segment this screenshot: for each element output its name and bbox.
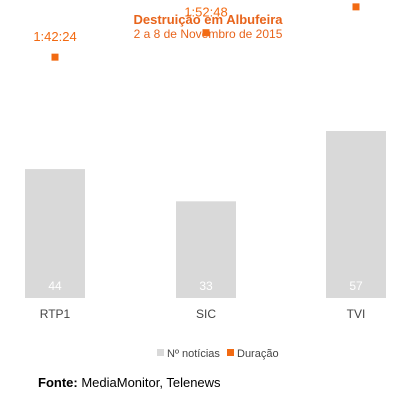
legend-swatch-duracao xyxy=(227,349,234,356)
bar-tvi xyxy=(326,130,386,298)
duration-label-sic: 1:52:48 xyxy=(184,5,227,20)
x-tick-label-rtp1: RTP1 xyxy=(40,307,71,321)
bar-value-label-tvi: 57 xyxy=(349,279,363,293)
source-note: Fonte: MediaMonitor, Telenews xyxy=(38,375,221,390)
chart-title: Destruição em Albufeira xyxy=(133,12,283,27)
legend-swatch-noticias xyxy=(157,349,164,356)
bar-value-label-rtp1: 44 xyxy=(48,279,62,293)
bar-sic xyxy=(176,201,236,298)
legend-label-duracao: Duração xyxy=(237,348,279,360)
duration-marker-rtp1 xyxy=(51,53,59,61)
duration-marker-sic xyxy=(202,29,210,37)
duration-marker-tvi xyxy=(352,3,360,11)
bar-value-label-sic: 33 xyxy=(199,279,213,293)
source-label: Fonte: xyxy=(38,375,78,390)
x-tick-label-tvi: TVI xyxy=(347,307,366,321)
x-tick-label-sic: SIC xyxy=(196,307,216,321)
bar-rtp1 xyxy=(25,169,85,298)
duration-label-rtp1: 1:42:24 xyxy=(33,29,76,44)
source-text: MediaMonitor, Telenews xyxy=(77,375,221,390)
legend-label-noticias: Nº notícias xyxy=(167,348,220,360)
